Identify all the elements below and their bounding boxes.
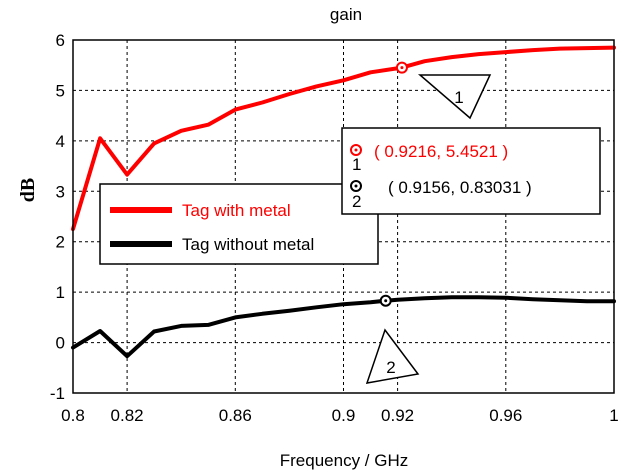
x-axis-label: Frequency / GHz [280, 451, 409, 470]
y-tick-label: -1 [50, 384, 65, 403]
x-tick-label: 0.86 [219, 406, 252, 425]
marker-table-icon-2 [350, 180, 362, 192]
marker-table-dot-1 [354, 148, 358, 152]
series-line-tag-with-metal [71, 45, 616, 232]
y-axis-label: dB [17, 178, 39, 202]
marker-point-center-1 [400, 66, 404, 70]
marker-table-icon-1 [350, 144, 362, 156]
marker-table-box [341, 127, 601, 215]
legend-label-tag-without-metal: Tag without metal [182, 235, 314, 254]
x-tick-label: 0.92 [381, 406, 414, 425]
marker-callout-label-2: 2 [386, 358, 395, 377]
marker-table-dot-2 [354, 184, 358, 188]
x-tick-label: 0.96 [489, 406, 522, 425]
y-tick-label: 2 [56, 233, 65, 252]
x-tick-label: 0.9 [332, 406, 356, 425]
x-tick-label: 0.8 [61, 406, 85, 425]
marker-callout-label-1: 1 [454, 88, 463, 107]
marker-table-id-1: 1 [352, 155, 361, 174]
chart-title: gain [330, 5, 362, 24]
y-tick-label: 6 [56, 31, 65, 50]
legend-label-tag-with-metal: Tag with metal [182, 201, 291, 220]
series-lines [71, 45, 616, 359]
markers [379, 61, 408, 307]
marker-point-center-2 [384, 299, 388, 303]
marker-callout-2: 2 [365, 328, 420, 384]
marker-callout-1: 1 [417, 74, 492, 120]
y-tick-label: 0 [56, 334, 65, 353]
legend: Tag with metal Tag without metal [99, 183, 379, 265]
y-tick-label: 3 [56, 182, 65, 201]
y-tick-label: 4 [56, 132, 65, 151]
y-tick-label: 5 [56, 81, 65, 100]
x-tick-label: 0.82 [111, 406, 144, 425]
marker-callout-triangle-2 [365, 328, 420, 384]
marker-table: 1 ( 0.9216, 5.4521 ) 2 ( 0.9156, 0.83031… [341, 127, 601, 215]
marker-table-id-2: 2 [352, 192, 361, 211]
y-tick-label: 1 [56, 283, 65, 302]
tick-labels: 0.8 0.82 0.86 0.9 0.92 0.96 1 -1 0 1 2 3 4 5 6 [50, 31, 619, 425]
marker-table-value-1: ( 0.9216, 5.4521 ) [374, 142, 508, 161]
plot-frame [72, 39, 615, 394]
marker-table-value-2: ( 0.9156, 0.83031 ) [388, 178, 532, 197]
marker-callout-triangle-1 [417, 74, 492, 120]
x-tick-label: 1 [609, 406, 618, 425]
legend-box [99, 183, 379, 265]
series-line-tag-without-metal [71, 295, 616, 359]
